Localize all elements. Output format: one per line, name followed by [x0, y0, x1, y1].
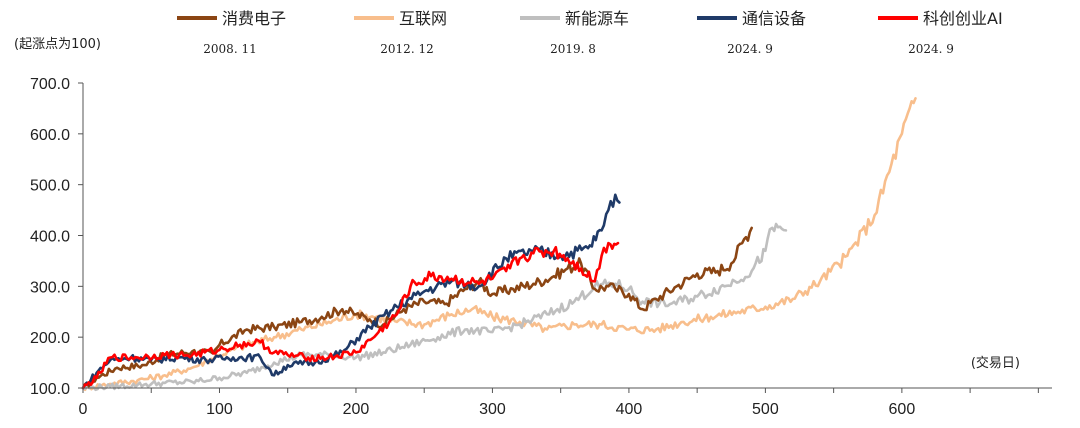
- x-tick-label: 200: [343, 401, 370, 418]
- y-axis-label: (起涨点为100): [14, 37, 101, 52]
- series-line-3: [81, 193, 621, 390]
- x-tick-label: 100: [206, 401, 233, 418]
- x-axis-label: (交易日): [971, 355, 1020, 371]
- legend-item: 通信设备 2024. 9: [697, 9, 806, 56]
- series-line-1: [81, 97, 917, 392]
- legend-start-date: 2024. 9: [727, 42, 773, 56]
- legend-item: 科创创业AI 2024. 9: [878, 9, 1003, 56]
- legend-start-date: 2012. 12: [380, 42, 433, 56]
- x-tick-label: 400: [616, 401, 643, 418]
- x-tick-label: 600: [889, 401, 916, 418]
- legend: 消费电子 2008. 11 互联网 2012. 12 新能源车 2019. 8 通信设备 20…: [177, 9, 1003, 56]
- x-tick-label: 300: [479, 401, 506, 418]
- series-line-2: [81, 222, 788, 392]
- legend-label: 互联网: [399, 9, 447, 28]
- y-tick-label: 400.0: [30, 229, 70, 246]
- y-tick-label: 500.0: [30, 178, 70, 195]
- legend-item: 消费电子 2008. 11: [177, 9, 286, 56]
- y-tick-label: 100.0: [30, 381, 70, 398]
- legend-label: 消费电子: [222, 9, 286, 28]
- series-line-4: [81, 241, 620, 390]
- legend-start-date: 2024. 9: [908, 42, 954, 56]
- legend-label: 科创创业AI: [923, 9, 1003, 28]
- legend-label: 新能源车: [565, 9, 629, 28]
- x-tick-label: 500: [752, 401, 779, 418]
- x-tick-label: 0: [79, 401, 88, 418]
- y-tick-label: 300.0: [30, 279, 70, 296]
- y-tick-label: 200.0: [30, 330, 70, 347]
- series-layer: [81, 97, 917, 392]
- legend-start-date: 2008. 11: [203, 42, 256, 56]
- legend-item: 互联网 2012. 12: [354, 9, 447, 56]
- y-tick-label: 600.0: [30, 127, 70, 144]
- legend-item: 新能源车 2019. 8: [520, 9, 629, 56]
- axes: 100.0 200.0 300.0 400.0 500.0 600.0 700.0 0 100 2…: [30, 76, 1052, 418]
- series-line-0: [81, 226, 753, 390]
- legend-label: 通信设备: [742, 9, 806, 28]
- y-tick-label: 700.0: [30, 76, 70, 93]
- legend-start-date: 2019. 8: [550, 42, 596, 56]
